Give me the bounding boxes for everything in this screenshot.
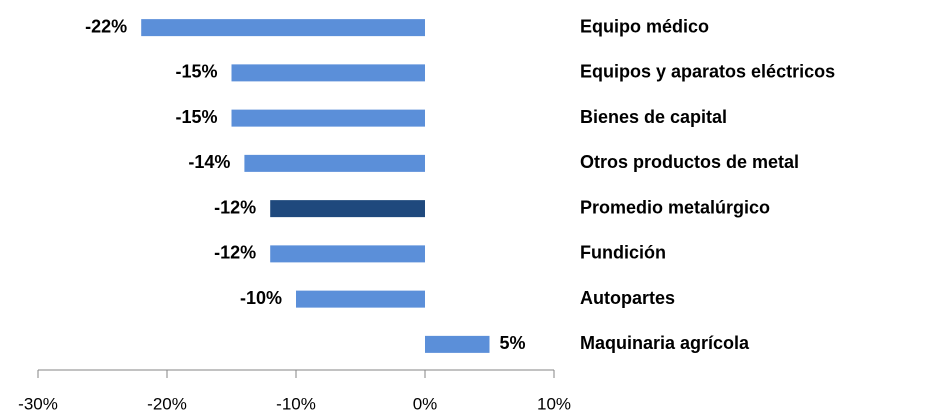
category-label: Fundición [580, 243, 666, 263]
category-label: Equipos y aparatos eléctricos [580, 62, 835, 82]
x-tick-label: 10% [537, 394, 571, 413]
bar [231, 64, 425, 82]
value-label: -15% [175, 62, 217, 82]
value-label: -14% [188, 152, 230, 172]
value-label: -15% [175, 107, 217, 127]
bar [141, 19, 425, 37]
value-label: -12% [214, 197, 256, 217]
bar [270, 200, 425, 218]
x-tick-label: -30% [18, 394, 58, 413]
bar [270, 245, 425, 263]
category-label: Otros productos de metal [580, 152, 799, 172]
category-label: Equipo médico [580, 16, 709, 36]
category-label: Autopartes [580, 288, 675, 308]
value-label: 5% [500, 333, 526, 353]
bar [244, 154, 425, 172]
value-label: -10% [240, 288, 282, 308]
x-tick-label: -20% [147, 394, 187, 413]
x-tick-label: -10% [276, 394, 316, 413]
x-tick-label: 0% [413, 394, 438, 413]
category-label: Maquinaria agrícola [580, 333, 750, 353]
category-label: Promedio metalúrgico [580, 197, 770, 217]
bar [231, 109, 425, 127]
category-label: Bienes de capital [580, 107, 727, 127]
bar [425, 335, 490, 353]
value-label: -22% [85, 16, 127, 36]
value-label: -12% [214, 243, 256, 263]
bar [296, 290, 425, 308]
